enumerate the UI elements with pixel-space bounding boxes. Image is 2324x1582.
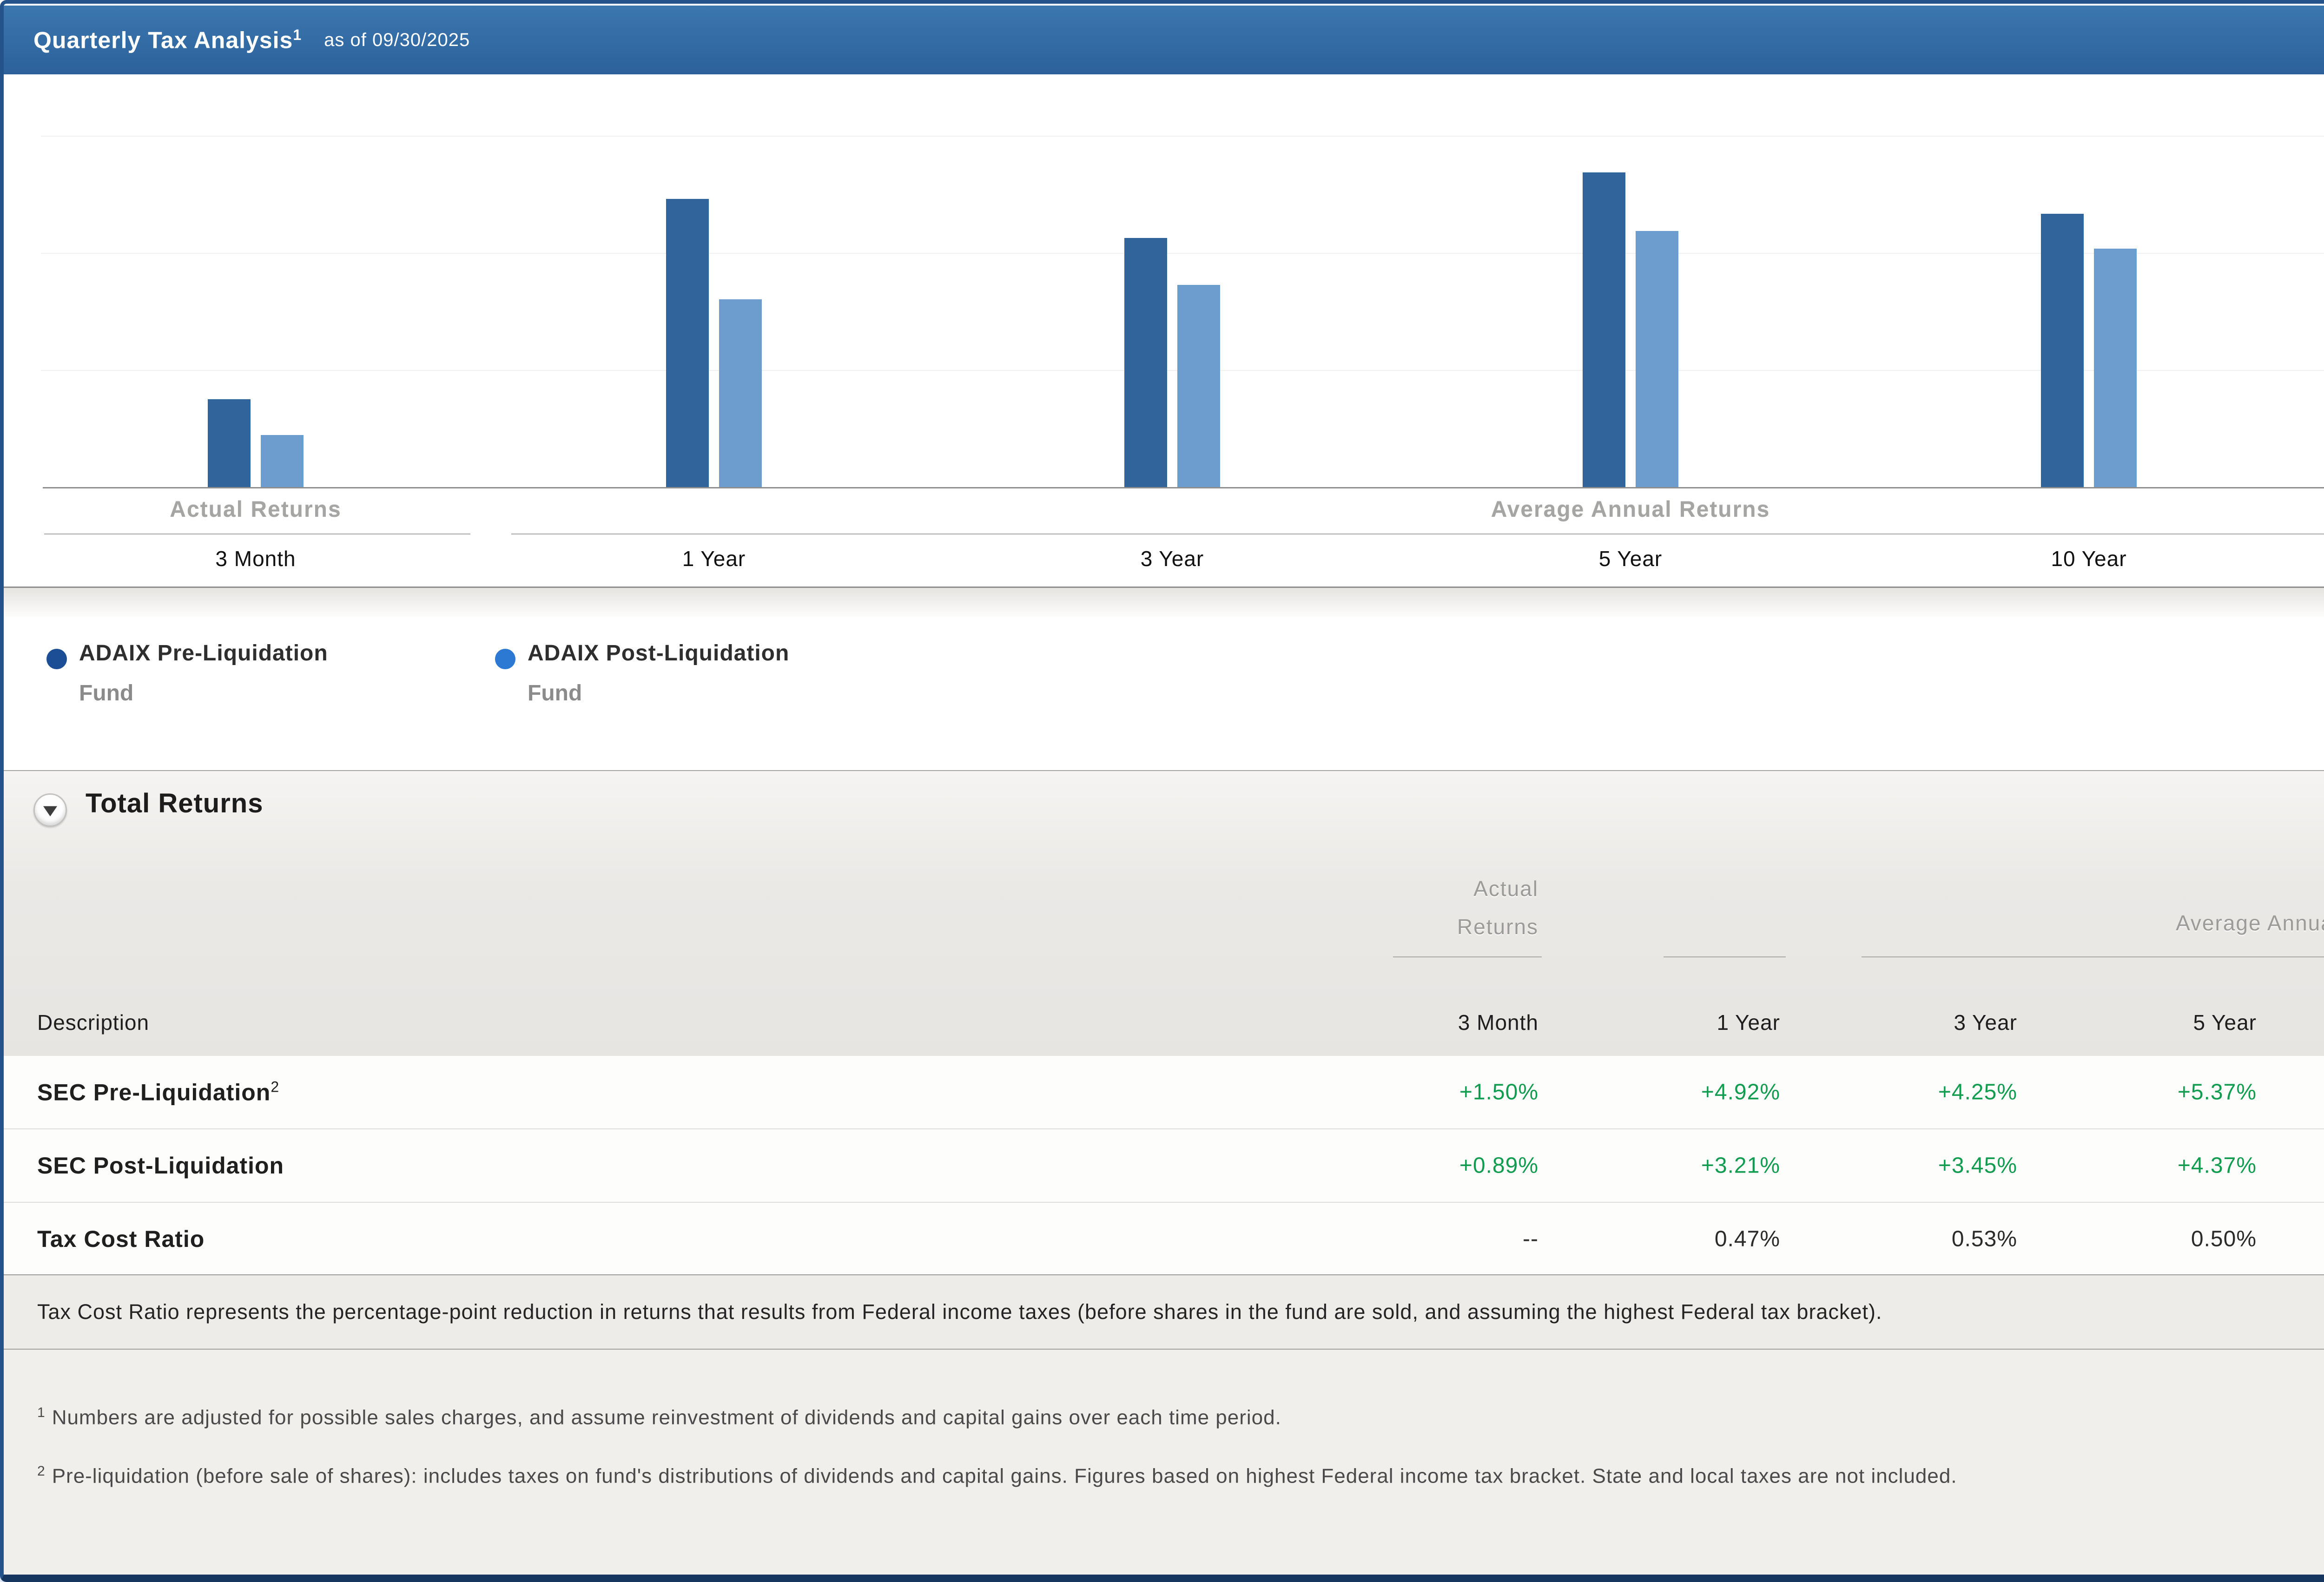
legend-label: ADAIX Pre-Liquidation	[79, 641, 328, 666]
legend-sublabel: Fund	[528, 681, 582, 705]
footnote-text: Pre-liquidation (before sale of shares):…	[52, 1464, 1957, 1488]
column-group-average-annual-returns: Average Annual Returns	[2176, 911, 2324, 935]
legend-dot-icon	[495, 649, 515, 669]
note-text: Tax Cost Ratio represents the percentage…	[37, 1300, 1882, 1324]
table-row-tax-cost-ratio: Tax Cost Ratio--0.47%0.53%0.50%1.37%--	[4, 1203, 2324, 1275]
chart-bottom-shading	[4, 588, 2324, 617]
footnote-text: Numbers are adjusted for possible sales …	[52, 1406, 1281, 1429]
chart-baseline	[43, 487, 2324, 488]
bar-post-10-year	[2094, 249, 2137, 487]
x-axis-label-10-year: 10 Year	[2051, 547, 2127, 571]
chevron-down-icon	[43, 806, 57, 817]
title-footnote-marker: 1	[293, 26, 302, 43]
gridline-6%	[41, 136, 2324, 137]
table-cell: +0.89%	[1459, 1153, 1538, 1178]
total-returns-section-header: Total Returns Actual Returns Average Ann…	[4, 770, 2324, 1057]
table-bottom-rule	[4, 1274, 2324, 1275]
table-cell: +3.45%	[1938, 1153, 2017, 1178]
table-row-sec-pre-liquidation: SEC Pre-Liquidation2 +1.50% +4.92% +4.25% +5…	[4, 1056, 2324, 1129]
x-axis-label-3-year: 3 Year	[1140, 547, 1204, 571]
column-header-description: Description	[37, 1010, 150, 1035]
bar-pre-5-year	[1583, 172, 1625, 487]
table-cell: 0.50%	[2191, 1226, 2257, 1252]
column-header-1-year: 1 Year	[1717, 1010, 1780, 1035]
table-cell: +4.25%	[1938, 1080, 2017, 1105]
collapse-section-button[interactable]	[33, 793, 67, 827]
total-returns-table: SEC Pre-Liquidation2 +1.50% +4.92% +4.25% +5…	[4, 1056, 2324, 1275]
table-cell: +1.50%	[1459, 1080, 1538, 1105]
column-group-actual-returns: Actual Returns	[1457, 877, 1538, 939]
table-cell: +3.21%	[1701, 1153, 1780, 1178]
table-cell: --	[1523, 1226, 1538, 1252]
group-underline-actual	[1393, 956, 1542, 957]
chart-group-header-average-annual-returns: Average Annual Returns	[1491, 497, 1770, 522]
row-label: Tax Cost Ratio	[37, 1226, 205, 1252]
table-cell: 0.47%	[1714, 1226, 1780, 1252]
table-cell: +5.37%	[2177, 1080, 2257, 1105]
chart-legend: ADAIX Pre-Liquidation Fund ADAIX Post-Liqu…	[4, 622, 2324, 771]
gridline-4%	[41, 253, 2324, 254]
column-header-3-year: 3 Year	[1954, 1010, 2017, 1035]
group-underline-average	[1862, 956, 2324, 957]
footnote-2: 2 Pre-liquidation (before sale of shares)…	[37, 1453, 1957, 1495]
x-axis-label-3-month: 3 Month	[215, 547, 296, 571]
footnote-marker: 1	[37, 1405, 46, 1420]
page-title: Quarterly Tax Analysis1	[33, 26, 302, 53]
chart-bottom-rule	[4, 587, 2324, 588]
legend-sublabel: Fund	[79, 681, 134, 705]
bar-post-3-year	[1177, 285, 1220, 487]
bar-post-5-year	[1636, 231, 1678, 487]
x-axis-label-5-year: 5 Year	[1598, 547, 1663, 571]
chart-group-header-actual-returns: Actual Returns	[170, 497, 342, 522]
bar-pre-3-year	[1124, 238, 1167, 487]
x-axis-label-1-year: 1 Year	[682, 547, 746, 571]
table-row-sec-post-liquidation: SEC Post-Liquidation +0.89% +3.21% +3.45% +4…	[4, 1129, 2324, 1203]
row-label: SEC Post-Liquidation	[37, 1153, 284, 1179]
footnote-marker: 2	[37, 1463, 46, 1479]
tax-cost-ratio-note: Tax Cost Ratio represents the percentage…	[4, 1275, 2324, 1350]
row-footnote-marker: 2	[271, 1078, 280, 1095]
table-cell: +4.92%	[1701, 1080, 1780, 1105]
panel-header: Quarterly Tax Analysis1 as of 09/30/2025	[4, 6, 2324, 74]
section-title: Total Returns	[86, 788, 264, 818]
as-of-date: as of 09/30/2025	[324, 29, 470, 50]
column-header-3-month: 3 Month	[1458, 1010, 1538, 1035]
bar-pre-3-month	[208, 399, 251, 487]
group-underline-1year	[1664, 956, 1786, 957]
table-cell: +4.37%	[2177, 1153, 2257, 1178]
bar-pre-1-year	[666, 199, 709, 487]
bar-post-1-year	[719, 299, 762, 487]
legend-label: ADAIX Post-Liquidation	[528, 641, 790, 666]
column-header-5-year: 5 Year	[2193, 1010, 2257, 1035]
table-cell: 0.53%	[1951, 1226, 2017, 1252]
bar-pre-10-year	[2041, 214, 2084, 487]
footnote-1: 1 Numbers are adjusted for possible sales…	[37, 1394, 1281, 1437]
legend-dot-icon	[46, 649, 67, 669]
footnotes-area: 1 Numbers are adjusted for possible sales…	[4, 1350, 2324, 1575]
row-label: SEC Pre-Liquidation2	[37, 1078, 280, 1106]
bar-post-3-month	[261, 435, 304, 487]
